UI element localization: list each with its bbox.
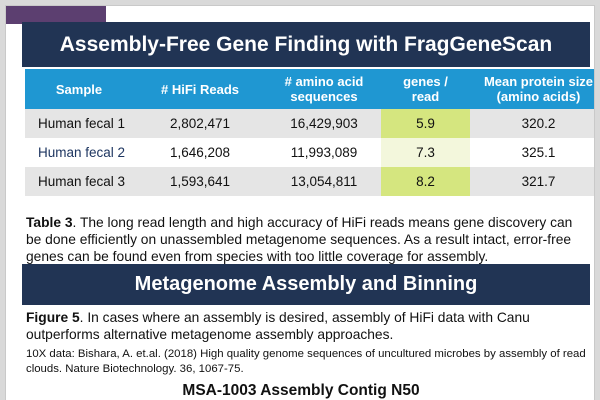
cell-sample: Human fecal 1 [25,109,133,138]
header-amino-acid-line2: sequences [290,89,358,104]
next-section-title: MSA-1003 Assembly Contig N50 [182,382,420,399]
header-mean-protein-size: Mean protein size (amino acids) [470,69,594,109]
table-row: Human fecal 2 1,646,208 11,993,089 7.3 3… [25,138,594,167]
cell-amino-acid-sequences: 11,993,089 [267,138,381,167]
cell-mean-protein-size: 321.7 [470,167,594,196]
header-genes-line2: read [411,89,440,104]
header-genes-per-read: genes / read [381,69,470,109]
header-sample: Sample [25,69,133,109]
cell-hifi-reads: 2,802,471 [133,109,267,138]
assembly-banner: Metagenome Assembly and Binning [22,264,590,305]
cell-genes-per-read: 8.2 [381,167,470,196]
header-mean-line1: Mean protein size [483,74,594,89]
gene-finding-table: Sample # HiFi Reads # amino acid sequenc… [25,69,594,196]
table-caption: Table 3. The long read length and high a… [26,214,586,265]
cell-mean-protein-size: 325.1 [470,138,594,167]
figure-caption-text: . In cases where an assembly is desired,… [26,310,530,342]
cell-amino-acid-sequences: 13,054,811 [267,167,381,196]
table-row: Human fecal 1 2,802,471 16,429,903 5.9 3… [25,109,594,138]
corner-accent [6,6,106,24]
cell-sample: Human fecal 2 [25,138,133,167]
table-row: Human fecal 3 1,593,641 13,054,811 8.2 3… [25,167,594,196]
table-caption-text: . The long read length and high accuracy… [26,215,573,264]
table-caption-label: Table 3 [26,215,73,230]
cell-genes-per-read: 5.9 [381,109,470,138]
cell-mean-protein-size: 320.2 [470,109,594,138]
header-mean-line2: (amino acids) [496,89,581,104]
header-genes-line1: genes / [403,74,448,89]
poster-panel: Assembly-Free Gene Finding with FragGene… [5,5,595,400]
cell-genes-per-read: 7.3 [381,138,470,167]
gene-finding-banner: Assembly-Free Gene Finding with FragGene… [22,22,590,67]
citation: 10X data: Bishara, A. et.al. (2018) High… [26,348,586,375]
figure-caption: Figure 5. In cases where an assembly is … [26,309,586,343]
figure-caption-label: Figure 5 [26,310,80,325]
cell-amino-acid-sequences: 16,429,903 [267,109,381,138]
header-hifi-reads: # HiFi Reads [133,69,267,109]
cell-sample: Human fecal 3 [25,167,133,196]
header-amino-acid-line1: # amino acid [284,74,364,89]
table-header-row: Sample # HiFi Reads # amino acid sequenc… [25,69,594,109]
cell-hifi-reads: 1,593,641 [133,167,267,196]
cell-hifi-reads: 1,646,208 [133,138,267,167]
header-amino-acid-sequences: # amino acid sequences [267,69,381,109]
